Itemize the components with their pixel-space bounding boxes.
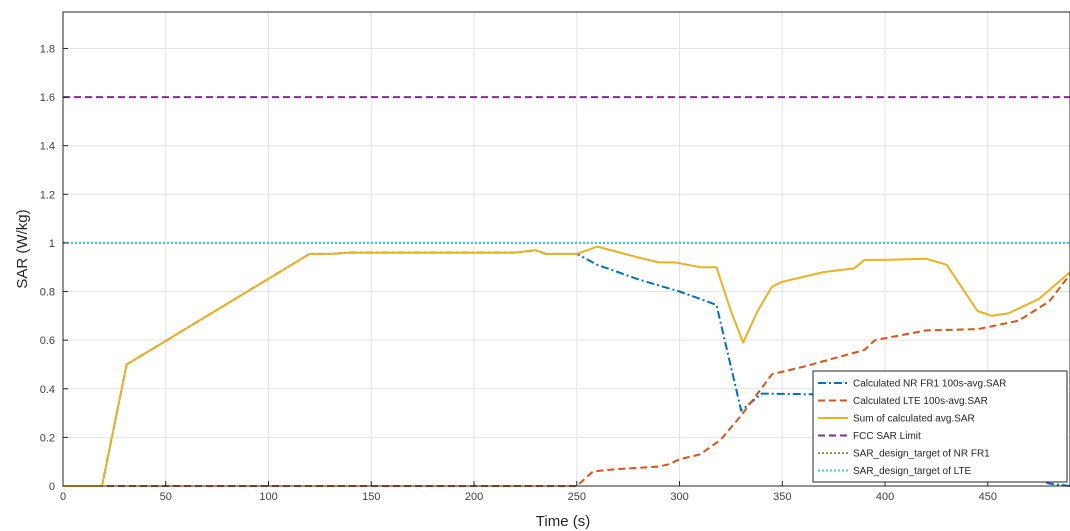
x-tick-label: 300 xyxy=(670,491,688,503)
legend-entry-label: FCC SAR Limit xyxy=(853,431,921,442)
series-line-2 xyxy=(63,273,1070,487)
plot-frame xyxy=(62,11,1070,487)
y-tick-label: 1.4 xyxy=(40,141,55,153)
x-tick-label: 200 xyxy=(465,491,483,503)
ticks: 0 50 100 150 200 250 300 350 400 450 0 0.2 0.4 0.6 0.8… xyxy=(40,43,997,503)
y-tick-label: 0.8 xyxy=(40,287,55,299)
legend-entry-label: Calculated LTE 100s-avg.SAR xyxy=(853,396,988,407)
legend-box xyxy=(812,370,1068,483)
x-tick-label: 450 xyxy=(979,491,997,503)
legend-entry-label: SAR_design_target of LTE xyxy=(853,466,972,477)
y-tick-label: 1.8 xyxy=(40,43,55,55)
y-tick-label: 0.4 xyxy=(40,384,55,396)
series-line-3 xyxy=(63,245,1070,487)
x-tick-label: 150 xyxy=(362,491,380,503)
y-tick-label: 1.2 xyxy=(40,189,55,201)
x-tick-label: 250 xyxy=(568,491,586,503)
x-tick-label: 0 xyxy=(60,491,66,503)
x-tick-label: 350 xyxy=(773,491,791,503)
y-axis-label: SAR (W/kg) xyxy=(14,209,31,288)
legend: Calculated NR FR1 100s-avg.SAR Calculated… xyxy=(812,370,1068,483)
legend-entry-label: Calculated NR FR1 100s-avg.SAR xyxy=(853,379,1006,390)
y-tick-label: 0.6 xyxy=(40,335,55,347)
x-tick-label: 50 xyxy=(160,491,172,503)
y-tick-label: 1.6 xyxy=(40,92,55,104)
legend-entry-label: SAR_design_target of NR FR1 xyxy=(853,449,990,460)
x-axis-label: Time (s) xyxy=(536,513,590,530)
x-tick-label: 100 xyxy=(259,491,277,503)
x-tick-label: 400 xyxy=(876,491,894,503)
y-tick-label: 1 xyxy=(49,238,55,250)
legend-entry-label: Sum of calculated avg.SAR xyxy=(853,414,975,425)
y-tick-label: 0 xyxy=(49,481,55,493)
y-tick-label: 0.2 xyxy=(40,432,55,444)
